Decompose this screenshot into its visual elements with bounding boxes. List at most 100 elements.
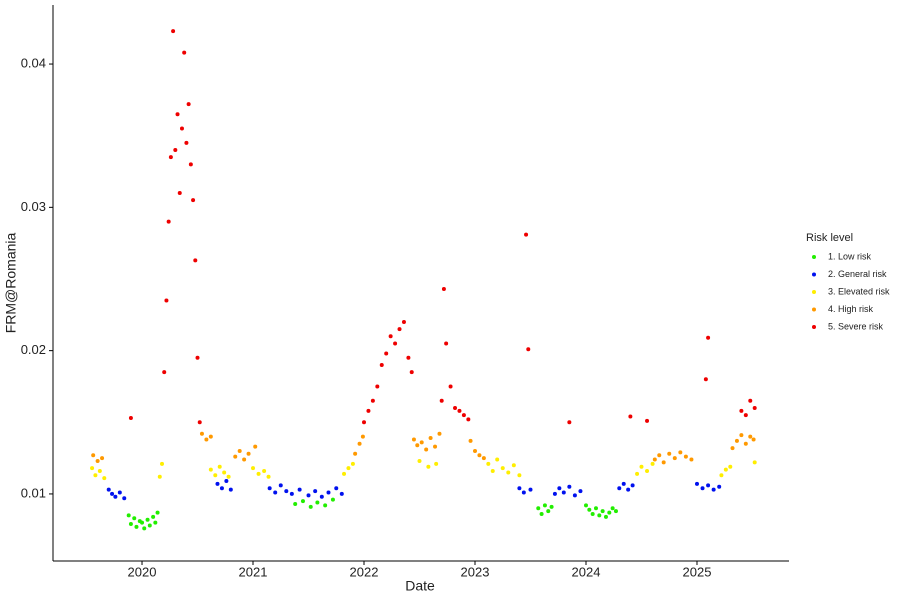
point: [95, 458, 100, 463]
point: [617, 486, 622, 491]
point: [567, 484, 572, 489]
point: [706, 335, 711, 340]
point: [128, 522, 133, 527]
x-tick-label: 2022: [350, 564, 379, 579]
point: [546, 509, 551, 514]
point: [357, 441, 362, 446]
point: [173, 148, 178, 153]
point: [415, 443, 420, 448]
point: [362, 420, 367, 425]
point: [186, 102, 191, 107]
point: [393, 341, 398, 346]
point: [521, 490, 526, 495]
point: [219, 486, 224, 491]
point: [419, 440, 424, 445]
point: [308, 504, 313, 509]
point: [607, 510, 612, 515]
point: [297, 487, 302, 492]
legend-label: 2. General risk: [828, 269, 887, 279]
point: [330, 497, 335, 502]
point: [253, 444, 258, 449]
point: [703, 377, 708, 382]
point: [195, 355, 200, 360]
point: [164, 298, 169, 303]
point: [711, 487, 716, 492]
point: [379, 362, 384, 367]
point: [353, 451, 358, 456]
point: [524, 232, 529, 237]
point: [495, 457, 500, 462]
point: [652, 457, 657, 462]
point: [751, 437, 756, 442]
point: [630, 483, 635, 488]
point: [461, 413, 466, 418]
point: [583, 503, 588, 508]
point: [590, 511, 595, 516]
point: [639, 464, 644, 469]
y-tick-label: 0.04: [21, 55, 46, 70]
point: [667, 451, 672, 456]
point: [657, 453, 662, 458]
point: [635, 471, 640, 476]
point: [284, 489, 289, 494]
point: [739, 433, 744, 438]
point: [567, 420, 572, 425]
x-tick-label: 2025: [683, 564, 712, 579]
point: [147, 523, 152, 528]
point: [191, 198, 196, 203]
point: [743, 441, 748, 446]
point: [289, 491, 294, 496]
point: [645, 418, 650, 423]
point: [417, 458, 422, 463]
point: [273, 490, 278, 495]
point: [734, 438, 739, 443]
point: [319, 494, 324, 499]
point: [375, 384, 380, 389]
point: [689, 457, 694, 462]
point: [360, 434, 365, 439]
point: [719, 473, 724, 478]
point: [326, 490, 331, 495]
point: [175, 112, 180, 117]
point: [621, 481, 626, 486]
point: [466, 417, 471, 422]
legend-swatch: [812, 255, 816, 259]
point: [224, 479, 229, 484]
point: [700, 486, 705, 491]
point: [128, 415, 133, 420]
point: [339, 491, 344, 496]
point: [628, 414, 633, 419]
point: [441, 287, 446, 292]
point: [113, 494, 118, 499]
point: [526, 347, 531, 352]
point: [517, 473, 522, 478]
point: [678, 450, 683, 455]
point: [437, 431, 442, 436]
point: [444, 341, 449, 346]
point: [215, 481, 220, 486]
point: [542, 503, 547, 508]
point: [168, 155, 173, 160]
point: [122, 496, 127, 501]
point: [159, 461, 164, 466]
point: [517, 486, 522, 491]
point: [217, 464, 222, 469]
legend-label: 5. Severe risk: [828, 321, 884, 331]
point: [481, 456, 486, 461]
y-tick-label: 0.02: [21, 342, 46, 357]
point: [126, 513, 131, 518]
x-tick-label: 2023: [461, 564, 490, 579]
point: [739, 408, 744, 413]
point: [477, 453, 482, 458]
point: [730, 446, 735, 451]
point: [683, 454, 688, 459]
point: [626, 487, 631, 492]
point: [694, 481, 699, 486]
point: [370, 398, 375, 403]
point: [93, 473, 98, 478]
point: [645, 469, 650, 474]
point: [453, 405, 458, 410]
point: [610, 506, 615, 511]
point: [315, 500, 320, 505]
point: [549, 504, 554, 509]
